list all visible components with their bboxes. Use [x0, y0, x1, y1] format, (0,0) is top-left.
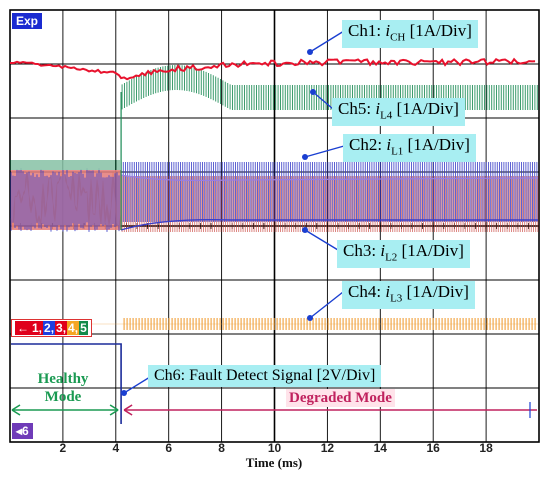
trace-ch5-post-fault — [121, 65, 538, 110]
channel-marker: ← 1, 2, 3, 4, 5 — [11, 319, 92, 337]
callout-ch5: Ch5: iL4 [1A/Div] — [332, 98, 465, 127]
trace-ch3-envelope — [120, 174, 539, 182]
callout-arrow-line — [304, 229, 339, 251]
x-tick-label: 4 — [112, 441, 120, 455]
callout-ch1-symbol: i — [385, 21, 391, 40]
callout-ch6-scale: [2V/Div] — [316, 367, 376, 384]
healthy-mode-arrowheads — [11, 404, 119, 416]
callout-ch4-subscript: L3 — [390, 292, 403, 305]
channel-marker-number: 3, — [55, 321, 68, 335]
callout-ch3-symbol: i — [380, 241, 386, 260]
x-tick-label: 2 — [59, 441, 67, 455]
channel-marker-arrow: ← — [15, 321, 31, 335]
callout-ch4-channel: Ch4 — [348, 282, 377, 301]
callout-ch3-channel: Ch3 — [343, 241, 372, 260]
callout-ch3-subscript: L2 — [385, 251, 398, 264]
callout-arrow-dot — [307, 49, 313, 55]
trace-ch6 — [11, 343, 122, 424]
callout-arrow-dot — [302, 154, 308, 160]
callout-ch3: Ch3: iL2 [1A/Div] — [337, 240, 470, 269]
callout-ch2-scale: [1A/Div] — [407, 135, 470, 154]
callout-ch2-symbol: i — [386, 135, 392, 154]
callout-ch1-scale: [1A/Div] — [409, 21, 472, 40]
callout-ch2-subscript: L1 — [391, 145, 404, 158]
callout-arrow-dot — [307, 315, 313, 321]
callout-ch1-channel: Ch1 — [348, 21, 377, 40]
trace-ch1 — [10, 57, 536, 81]
x-tick-label: 12 — [320, 441, 335, 455]
callout-arrow-line — [309, 291, 344, 319]
callout-ch5-scale: [1A/Div] — [396, 99, 459, 118]
healthy-mode-label: Healthy Mode — [37, 371, 89, 405]
callout-arrow-dot — [121, 390, 127, 396]
callout-ch3-scale: [1A/Div] — [401, 241, 464, 260]
channel-marker-number: 2, — [43, 321, 56, 335]
trace-ch5-pre-fault — [10, 160, 122, 170]
callout-ch4-scale: [1A/Div] — [406, 282, 469, 301]
mode-arrows — [11, 402, 537, 418]
x-tick-label: 14 — [373, 441, 387, 455]
callout-ch1: Ch1: iCH [1A/Div] — [342, 20, 478, 49]
callout-arrow-line — [304, 145, 345, 158]
callout-ch5-symbol: i — [375, 99, 381, 118]
x-tick-label: 18 — [479, 441, 493, 455]
callout-arrow-dot — [310, 89, 316, 95]
callout-ch5-subscript: L4 — [380, 109, 393, 122]
callout-ch2: Ch2: iL1 [1A/Div] — [343, 134, 476, 163]
callout-ch1-subscript: CH — [390, 31, 406, 44]
x-tick-label: 10 — [267, 441, 282, 455]
degraded-mode-arrowhead — [123, 404, 133, 416]
ch6-badge: ◂6 — [12, 423, 33, 439]
x-tick-label: 16 — [426, 441, 440, 455]
trace-ch3-post-fault — [121, 176, 539, 232]
callout-ch6-label: Fault Detect Signal — [189, 367, 313, 384]
trace-ch2-envelope — [120, 219, 538, 231]
x-tick-label: 6 — [165, 441, 173, 455]
ch6-badge-label: 6 — [22, 424, 29, 438]
callout-arrow-line — [312, 91, 334, 110]
channel-marker-number: 5 — [79, 321, 88, 335]
channel-marker-number: 4, — [67, 321, 80, 335]
callout-ch4: Ch4: iL3 [1A/Div] — [342, 281, 475, 310]
exp-badge: Exp — [12, 13, 43, 29]
trace-ch2-pre-fault — [10, 168, 122, 232]
callout-arrow-dot — [302, 227, 308, 233]
x-tick-label: 8 — [218, 441, 225, 455]
callout-ch6-channel: Ch6 — [154, 367, 181, 384]
channel-marker-numbers: 1, 2, 3, 4, 5 — [31, 321, 88, 335]
callout-arrow-line — [309, 30, 345, 53]
waveform-traces — [10, 30, 539, 424]
callout-ch2-channel: Ch2 — [349, 135, 378, 154]
channel-marker-number: 1, — [31, 321, 44, 335]
callout-ch5-channel: Ch5 — [338, 99, 367, 118]
callout-ch4-symbol: i — [385, 282, 391, 301]
x-axis-title: Time (ms) — [245, 455, 303, 470]
callout-ch6: Ch6: Fault Detect Signal [2V/Div] — [148, 365, 382, 387]
degraded-mode-label: Degraded Mode — [286, 389, 395, 407]
callout-arrow-line — [123, 376, 151, 394]
